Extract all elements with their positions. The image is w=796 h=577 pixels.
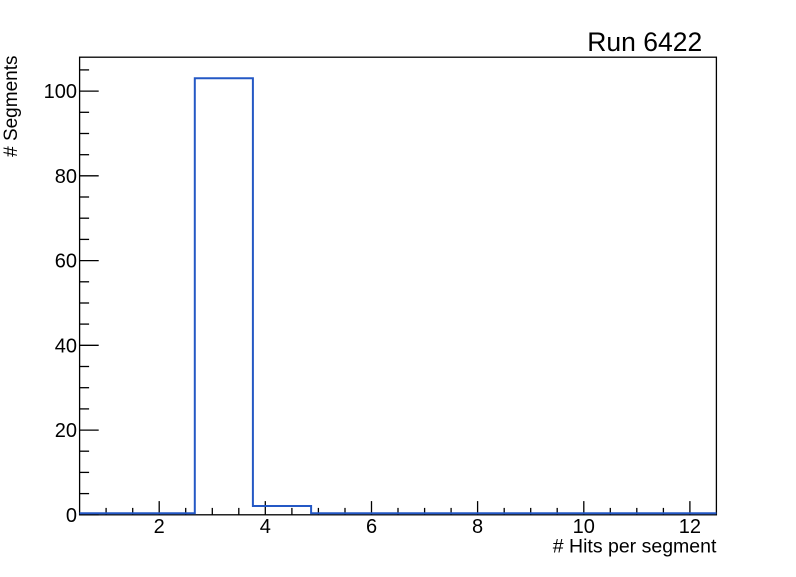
svg-text:20: 20 — [55, 420, 77, 442]
svg-text:10: 10 — [573, 516, 595, 538]
svg-text:60: 60 — [55, 251, 77, 273]
svg-text:80: 80 — [55, 166, 77, 188]
svg-text:# Segments: # Segments — [1, 56, 22, 157]
svg-text:Run 6422: Run 6422 — [587, 27, 702, 57]
svg-text:2: 2 — [154, 516, 165, 538]
svg-text:# Hits per segment: # Hits per segment — [553, 536, 717, 558]
svg-text:4: 4 — [260, 516, 271, 538]
svg-text:40: 40 — [55, 335, 77, 357]
svg-text:100: 100 — [44, 81, 77, 103]
svg-text:12: 12 — [679, 516, 701, 538]
svg-text:0: 0 — [66, 505, 77, 527]
svg-text:8: 8 — [472, 516, 483, 538]
svg-text:6: 6 — [366, 516, 377, 538]
